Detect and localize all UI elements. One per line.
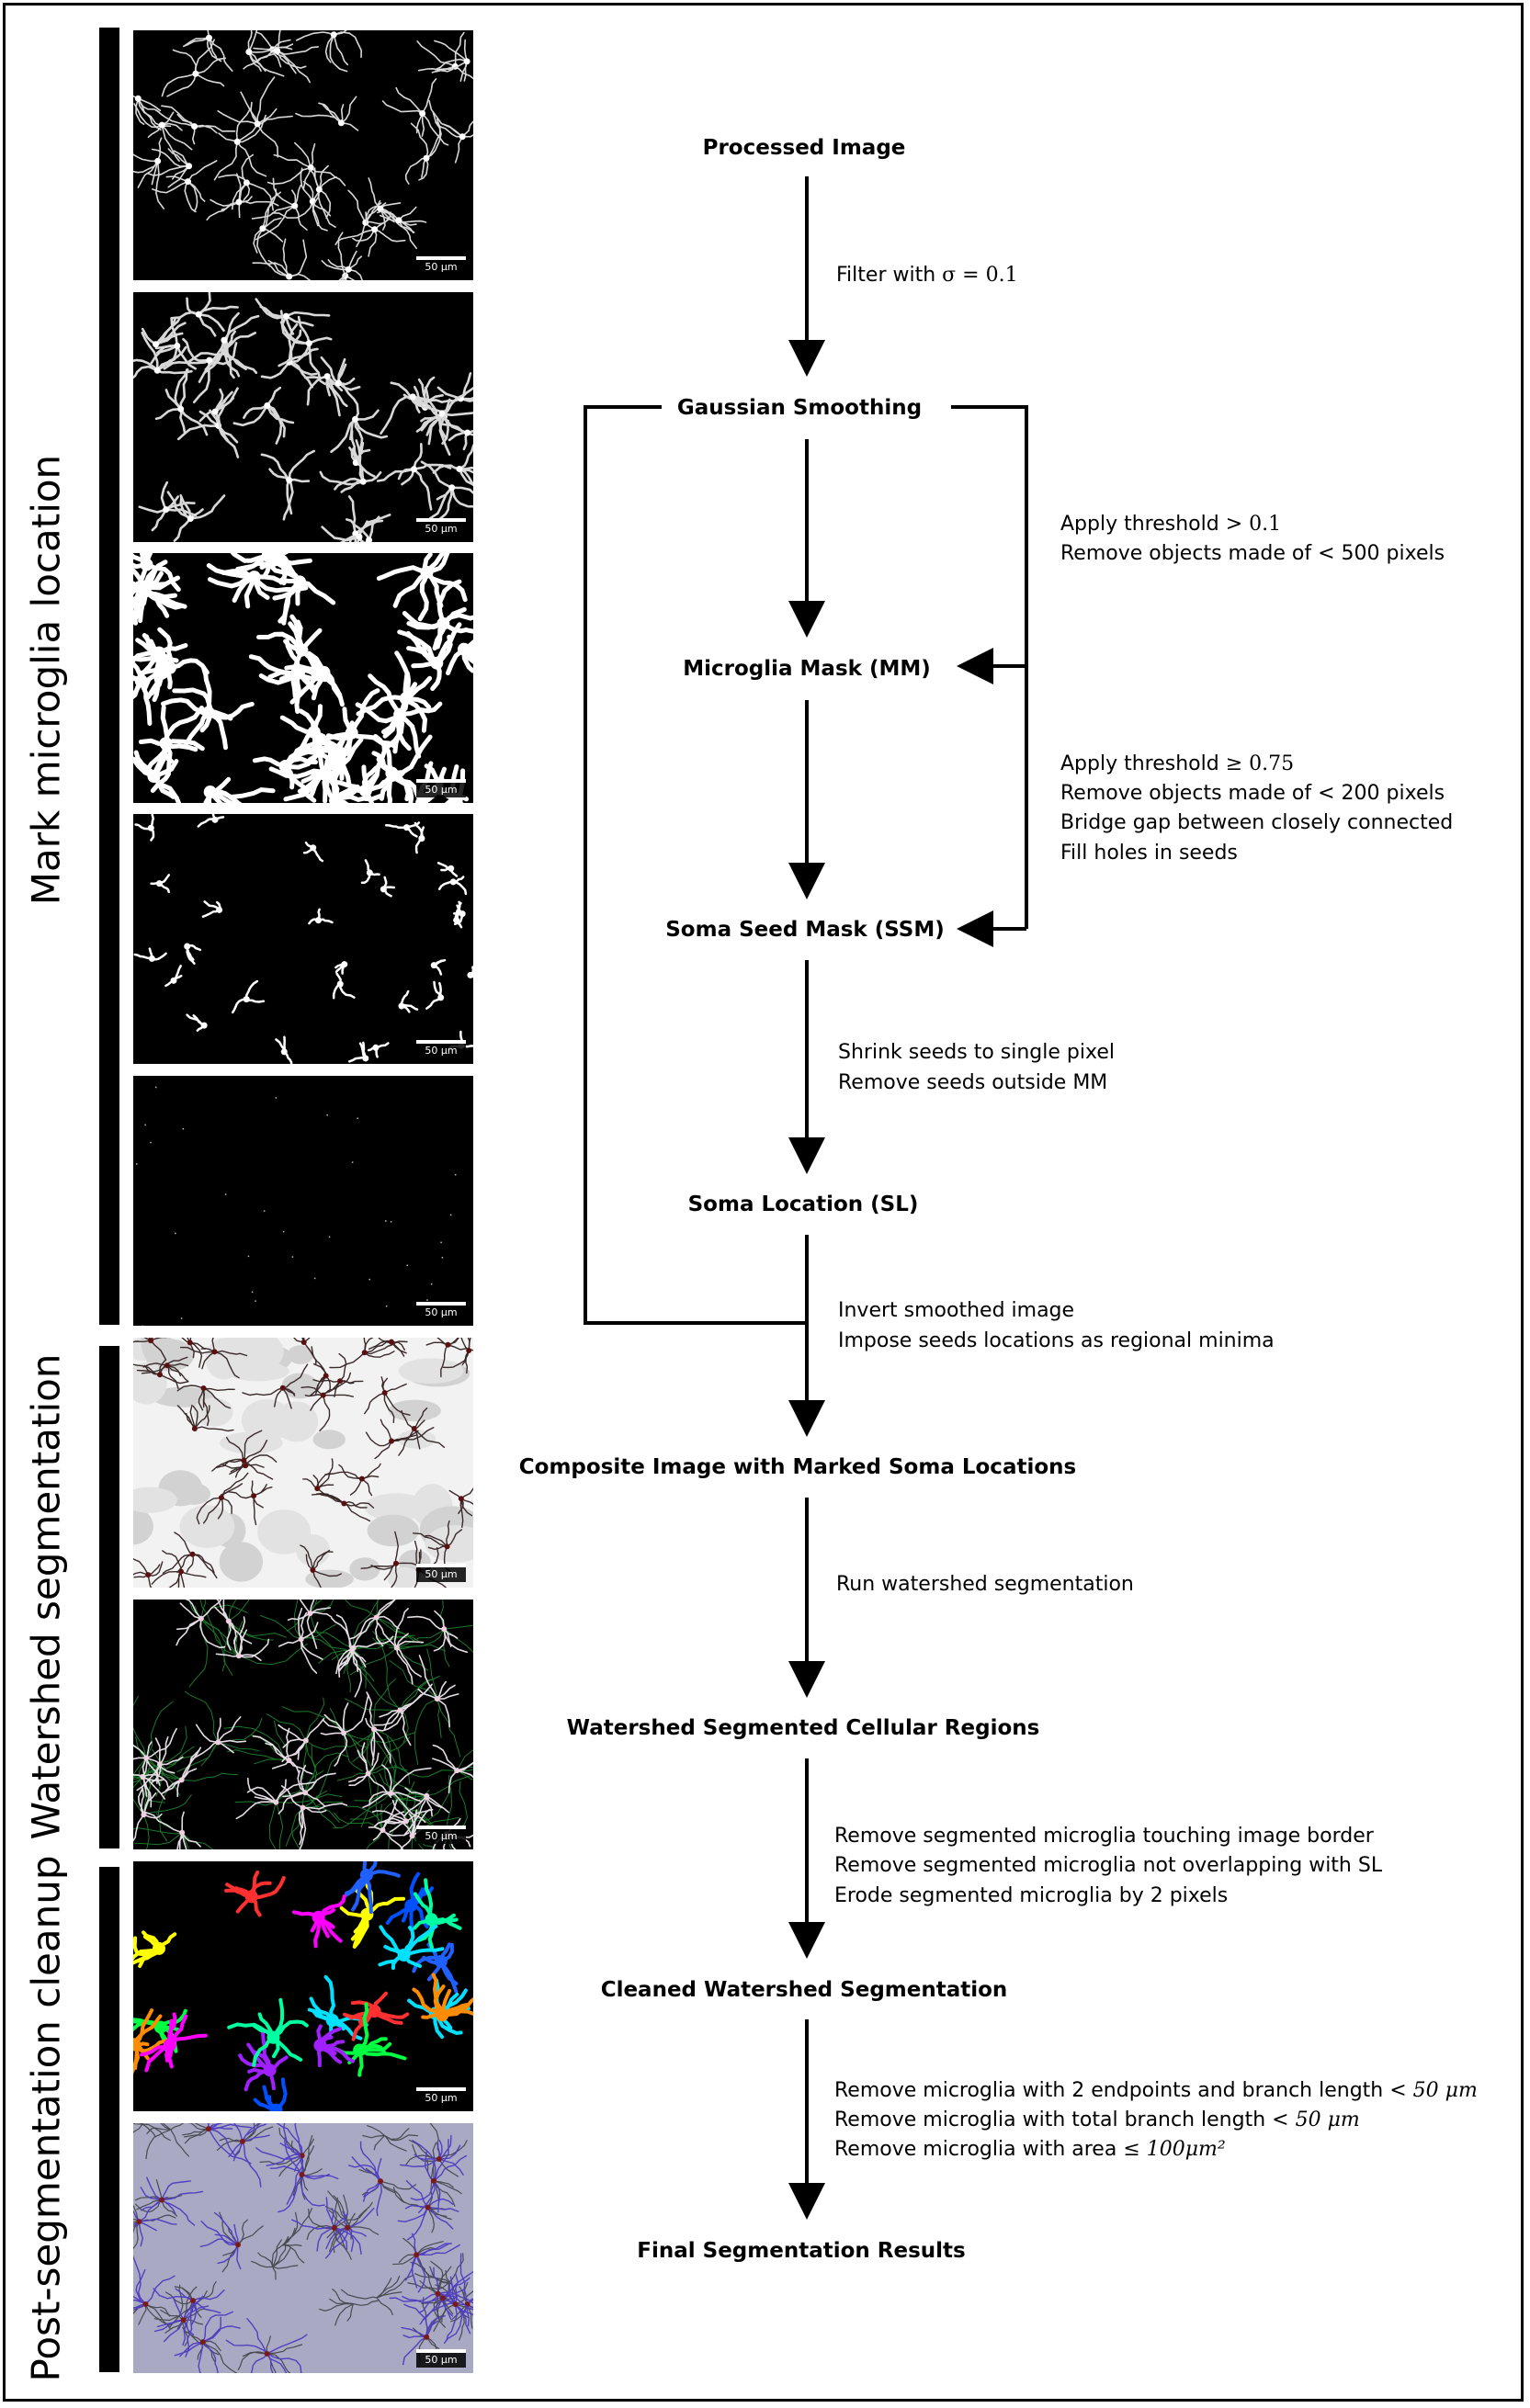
step-threshold-2-line3: Bridge gap between closely connected bbox=[1060, 811, 1453, 834]
step-final-line1: Remove microglia with 2 endpoints and br… bbox=[834, 2079, 1478, 2102]
node-composite-image: Composite Image with Marked Soma Locatio… bbox=[519, 1455, 1076, 1479]
scale-bar: 50 µm bbox=[416, 779, 466, 797]
step-clean-line1: Remove segmented microglia touching imag… bbox=[834, 1825, 1375, 1848]
scale-bar: 50 µm bbox=[416, 2349, 466, 2368]
step-shrink-line1: Shrink seeds to single pixel bbox=[838, 1041, 1115, 1064]
node-processed-image: Processed Image bbox=[703, 136, 906, 160]
connector-gaussian-left bbox=[584, 405, 807, 1325]
figure-frame bbox=[3, 3, 1524, 2402]
step-threshold-2-line4: Fill holes in seeds bbox=[1060, 842, 1238, 865]
scale-bar: 50 µm bbox=[416, 256, 466, 275]
step-threshold-1-line2: Remove objects made of < 500 pixels bbox=[1060, 542, 1445, 565]
node-final-results: Final Segmentation Results bbox=[637, 2239, 965, 2263]
node-gaussian-smoothing: Gaussian Smoothing bbox=[677, 396, 922, 420]
panel-watershed-regions: 50 µm bbox=[133, 1600, 473, 1849]
panel-microglia-mask: 50 µm bbox=[133, 553, 473, 803]
step-clean-line3: Erode segmented microglia by 2 pixels bbox=[834, 1884, 1228, 1907]
node-soma-seed-mask: Soma Seed Mask (SSM) bbox=[665, 918, 945, 942]
step-threshold-2-line2: Remove objects made of < 200 pixels bbox=[1060, 782, 1445, 805]
step-shrink-line2: Remove seeds outside MM bbox=[838, 1071, 1107, 1094]
step-final-line2: Remove microglia with total branch lengt… bbox=[834, 2108, 1360, 2131]
panel-soma-location: 50 µm bbox=[133, 1076, 473, 1326]
connector-gaussian-right bbox=[951, 405, 1028, 929]
step-threshold-1: Apply threshold > 0.1 bbox=[1060, 513, 1281, 536]
step-run-watershed: Run watershed segmentation bbox=[836, 1573, 1134, 1596]
step-invert-line2: Impose seeds locations as regional minim… bbox=[838, 1329, 1275, 1352]
panel-soma-seed-mask: 50 µm bbox=[133, 814, 473, 1064]
panel-cleaned-segmentation: 50 µm bbox=[133, 1861, 473, 2111]
step-clean-line2: Remove segmented microglia not overlappi… bbox=[834, 1854, 1383, 1877]
scale-bar: 50 µm bbox=[416, 1040, 466, 1058]
phase-bar-watershed bbox=[99, 1346, 119, 1848]
node-watershed-regions: Watershed Segmented Cellular Regions bbox=[567, 1716, 1040, 1740]
node-soma-location: Soma Location (SL) bbox=[688, 1193, 919, 1216]
panel-final-results: 50 µm bbox=[133, 2123, 473, 2373]
step-threshold-2: Apply threshold ≥ 0.75 bbox=[1060, 752, 1294, 775]
step-final-line3: Remove microglia with area ≤ 100μm² bbox=[834, 2138, 1226, 2161]
scale-bar: 50 µm bbox=[416, 1564, 466, 1582]
scale-bar: 50 µm bbox=[416, 2087, 466, 2106]
panel-processed-image: 50 µm bbox=[133, 30, 473, 280]
phase-bar-cleanup bbox=[99, 1867, 119, 2372]
node-microglia-mask: Microglia Mask (MM) bbox=[683, 657, 931, 681]
panel-gaussian-smoothed: 50 µm bbox=[133, 292, 473, 542]
scale-bar: 50 µm bbox=[416, 1826, 466, 1844]
scale-bar: 50 µm bbox=[416, 1302, 466, 1320]
panel-composite-image: 50 µm bbox=[133, 1338, 473, 1588]
phase-bar-mark-location bbox=[99, 28, 119, 1325]
node-cleaned-segmentation: Cleaned Watershed Segmentation bbox=[601, 1978, 1008, 2002]
step-filter: Filter with σ = 0.1 bbox=[836, 264, 1018, 287]
scale-bar: 50 µm bbox=[416, 518, 466, 537]
step-invert-line1: Invert smoothed image bbox=[838, 1299, 1074, 1322]
